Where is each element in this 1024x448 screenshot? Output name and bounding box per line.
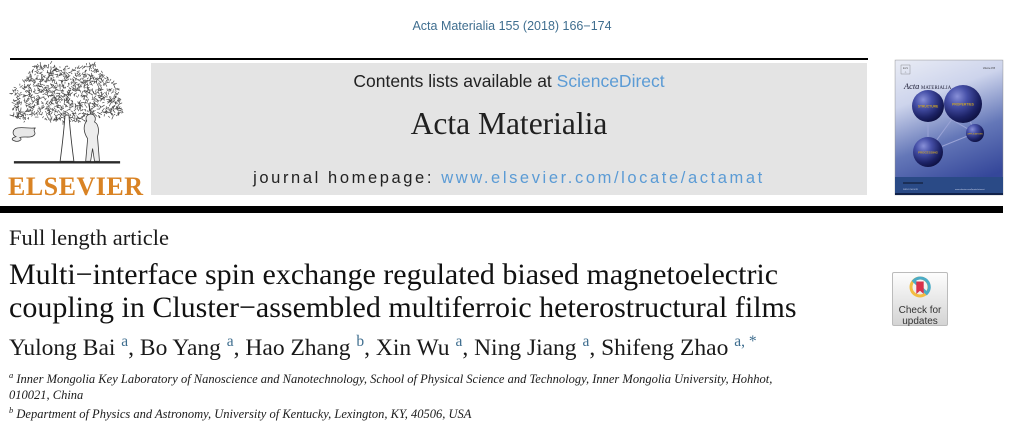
svg-text:Acta: Acta — [903, 82, 919, 91]
svg-text:PROCESSING: PROCESSING — [918, 151, 939, 155]
svg-text:PROPERTIES: PROPERTIES — [952, 103, 975, 107]
svg-text:APPLICATIONS: APPLICATIONS — [967, 133, 983, 136]
svg-text:ELS: ELS — [903, 66, 908, 70]
svg-text:Volume 155: Volume 155 — [983, 68, 996, 70]
svg-text:STRUCTURE: STRUCTURE — [918, 105, 939, 109]
svg-text:ISSN 1234-5678: ISSN 1234-5678 — [903, 189, 919, 191]
svg-text:www.elsevier.com/locate/actama: www.elsevier.com/locate/actamat — [955, 188, 985, 191]
